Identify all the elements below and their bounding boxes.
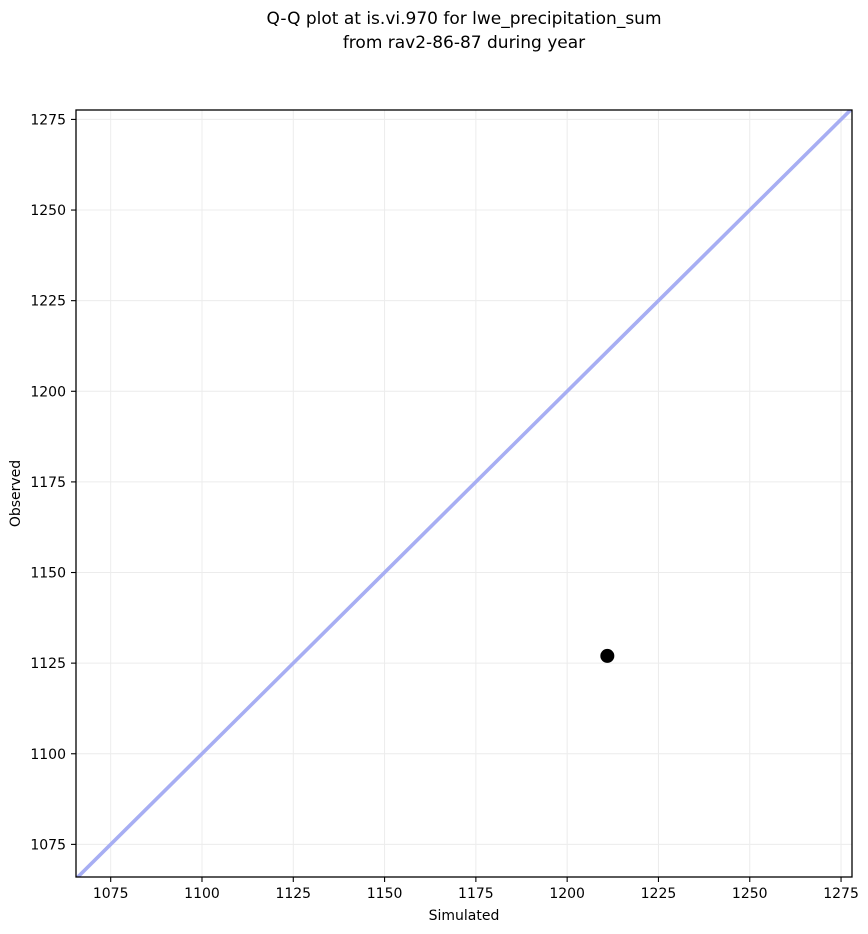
x-tick-label: 1075 — [93, 886, 129, 902]
x-tick-label: 1100 — [184, 886, 220, 902]
y-axis-label: Observed — [8, 460, 24, 527]
y-tick-label: 1175 — [30, 475, 66, 491]
x-tick-label: 1125 — [275, 886, 311, 902]
y-tick-label: 1125 — [30, 656, 66, 672]
x-tick-label: 1200 — [549, 886, 585, 902]
y-tick-label: 1225 — [30, 294, 66, 310]
axes-border — [75, 109, 853, 878]
y-tick-label: 1075 — [30, 837, 66, 853]
y-tick-label: 1150 — [30, 566, 66, 582]
y-tick-label: 1275 — [30, 112, 66, 128]
x-tick-label: 1275 — [823, 886, 859, 902]
x-tick-label: 1225 — [641, 886, 677, 902]
x-tick-label: 1250 — [732, 886, 768, 902]
x-axis-label: Simulated — [429, 908, 500, 924]
chart-title: Q-Q plot at is.vi.970 for lwe_precipitat… — [266, 9, 662, 53]
y-tick-label: 1100 — [30, 747, 66, 763]
data-point — [600, 648, 615, 663]
x-tick-label: 1175 — [458, 886, 494, 902]
x-tick-label: 1150 — [367, 886, 403, 902]
y-tick-label: 1250 — [30, 203, 66, 219]
identity-line — [76, 110, 852, 877]
y-tick-label: 1200 — [30, 384, 66, 400]
